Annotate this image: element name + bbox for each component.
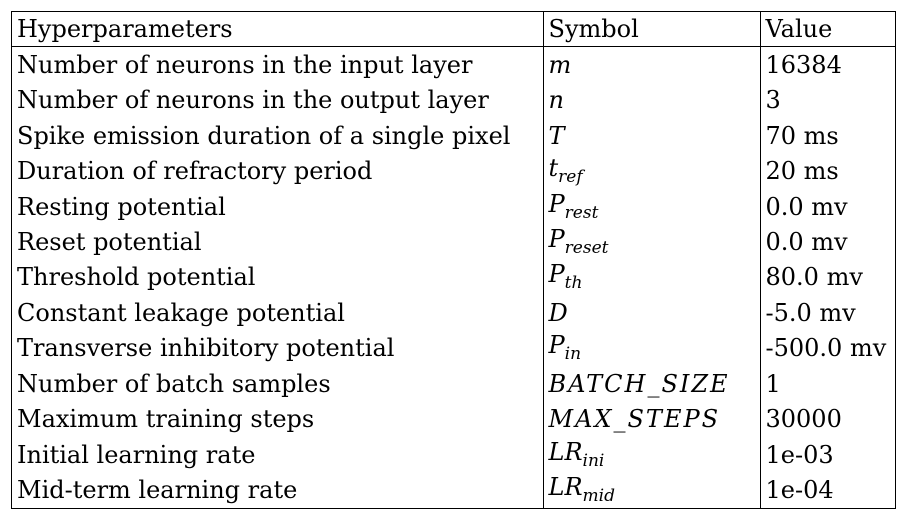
hyperparameter-value: 0.0 mv xyxy=(759,188,895,225)
hyperparameter-value: 0.0 mv xyxy=(759,224,895,260)
hyperparameters-table: Hyperparameters Symbol Value Number of n… xyxy=(12,12,895,508)
table-row: Transverse inhibitory potential Pin -500.0… xyxy=(12,330,895,367)
hyperparameter-name: Number of neurons in the input layer xyxy=(17,50,473,79)
symbol-subscript: ini xyxy=(582,450,605,471)
hyperparameter-symbol: m xyxy=(542,46,760,83)
hyperparameter-value: 1e-03 xyxy=(759,436,895,473)
hyperparameter-value: 70 ms xyxy=(759,117,895,154)
table-row: Threshold potential Pth 80.0 mv xyxy=(12,259,895,296)
table-body: Number of neurons in the input layer m 163… xyxy=(12,46,895,508)
symbol-main: P xyxy=(548,260,565,289)
hyperparameter-symbol: D xyxy=(542,295,760,331)
hyperparameter-symbol: MAX_STEPS xyxy=(542,401,760,437)
hyperparameter-symbol: LRmid xyxy=(542,472,760,508)
symbol-subscript: rest xyxy=(564,202,599,223)
hyperparameter-value: 1e-04 xyxy=(759,472,895,508)
table-row: Resting potential Prest 0.0 mv xyxy=(12,188,895,225)
table-row: Initial learning rate LRini 1e-03 xyxy=(12,436,895,473)
symbol-main: m xyxy=(548,50,572,79)
hyperparameter-symbol: LRini xyxy=(542,436,760,473)
hyperparameter-symbol: Pin xyxy=(542,330,760,367)
symbol-main: D xyxy=(548,298,568,327)
hyperparameter-name: Number of batch samples xyxy=(17,369,331,398)
symbol-subscript: mid xyxy=(582,486,615,507)
hyperparameter-symbol: Prest xyxy=(542,188,760,225)
symbol-main: P xyxy=(548,189,565,218)
symbol-main: LR xyxy=(548,437,583,466)
table-header-row: Hyperparameters Symbol Value xyxy=(12,12,895,47)
table-row: Number of batch samples BATCH_SIZE 1 xyxy=(12,366,895,402)
symbol-main: P xyxy=(548,331,565,360)
hyperparameter-value: 16384 xyxy=(759,46,895,83)
symbol-subscript: ref xyxy=(558,167,583,188)
table-row: Reset potential Preset 0.0 mv xyxy=(12,224,895,260)
header-hyperparameters: Hyperparameters xyxy=(17,15,233,43)
hyperparameter-value: 80.0 mv xyxy=(759,259,895,296)
hyperparameter-name: Reset potential xyxy=(17,227,202,256)
header-value: Value xyxy=(759,12,895,47)
hyperparameter-symbol: tref xyxy=(542,153,760,189)
hyperparameter-value: -500.0 mv xyxy=(759,330,895,367)
symbol-main: T xyxy=(548,121,565,150)
hyperparameter-value: 30000 xyxy=(759,401,895,437)
hyperparameter-name: Mid-term learning rate xyxy=(17,476,298,505)
hyperparameter-name: Threshold potential xyxy=(17,263,256,292)
symbol-main: BATCH_SIZE xyxy=(548,369,730,398)
table-row: Maximum training steps MAX_STEPS 30000 xyxy=(12,401,895,437)
hyperparameter-name: Spike emission duration of a single pixe… xyxy=(17,121,511,150)
symbol-main: t xyxy=(548,154,559,183)
hyperparameters-table-frame: Hyperparameters Symbol Value Number of n… xyxy=(11,11,896,509)
hyperparameter-name: Resting potential xyxy=(17,192,226,221)
hyperparameter-symbol: Preset xyxy=(542,224,760,260)
table-row: Spike emission duration of a single pixe… xyxy=(12,117,895,154)
symbol-main: MAX_STEPS xyxy=(548,405,721,434)
table-row: Duration of refractory period tref 20 ms xyxy=(12,153,895,189)
hyperparameter-name: Transverse inhibitory potential xyxy=(17,334,395,363)
hyperparameter-name: Maximum training steps xyxy=(17,405,315,434)
symbol-main: LR xyxy=(548,473,583,502)
hyperparameter-symbol: T xyxy=(542,117,760,154)
hyperparameter-value: 3 xyxy=(759,82,895,118)
table-row: Number of neurons in the output layer n 3 xyxy=(12,82,895,118)
hyperparameter-name: Number of neurons in the output layer xyxy=(17,86,489,115)
hyperparameter-value: 20 ms xyxy=(759,153,895,189)
symbol-main: P xyxy=(548,224,565,253)
hyperparameter-value: -5.0 mv xyxy=(759,295,895,331)
hyperparameter-symbol: BATCH_SIZE xyxy=(542,366,760,402)
hyperparameter-name: Initial learning rate xyxy=(17,440,256,469)
hyperparameter-symbol: n xyxy=(542,82,760,118)
symbol-subscript: th xyxy=(564,273,583,294)
hyperparameter-value: 1 xyxy=(759,366,895,402)
hyperparameter-name: Constant leakage potential xyxy=(17,298,345,327)
hyperparameter-name: Duration of refractory period xyxy=(17,157,373,186)
symbol-main: n xyxy=(548,86,564,115)
table-row: Constant leakage potential D -5.0 mv xyxy=(12,295,895,331)
symbol-subscript: reset xyxy=(564,237,609,258)
table-row: Mid-term learning rate LRmid 1e-04 xyxy=(12,472,895,508)
symbol-subscript: in xyxy=(564,344,582,365)
header-symbol: Symbol xyxy=(542,12,760,47)
hyperparameter-symbol: Pth xyxy=(542,259,760,296)
table-row: Number of neurons in the input layer m 163… xyxy=(12,46,895,83)
